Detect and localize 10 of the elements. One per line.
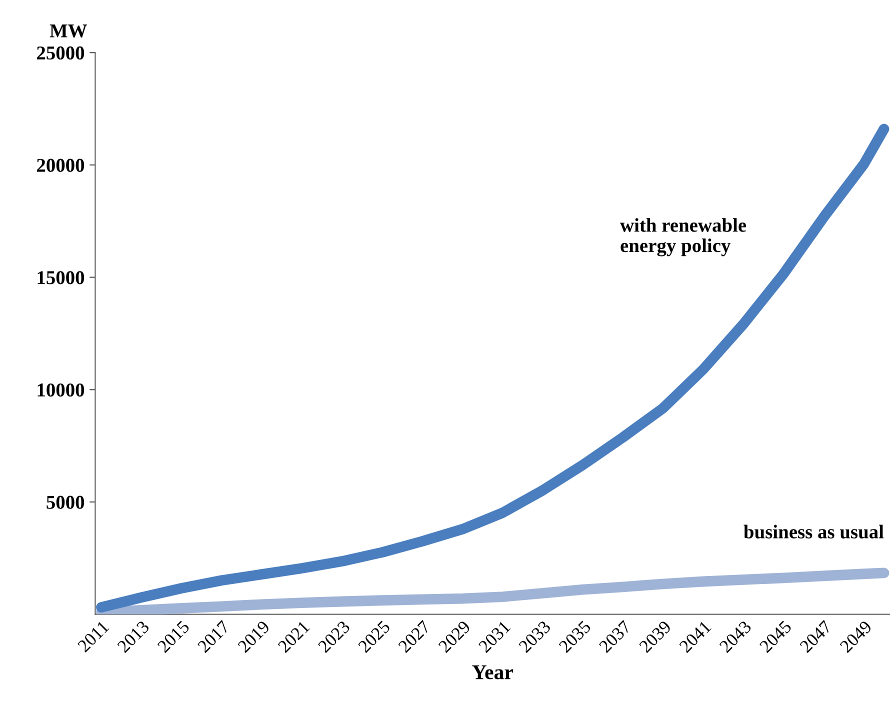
y-tick-label: 20000 [37, 158, 84, 172]
y-axis-title: MW [50, 24, 87, 38]
x-axis-title: Year [472, 665, 513, 680]
y-tick-label: 10000 [38, 383, 84, 397]
y-tick-label: 25000 [37, 46, 84, 60]
text: with renewable energy policy [620, 218, 746, 256]
y-tick-label: 15000 [38, 271, 84, 284]
x-tick-label: 2011 [77, 620, 110, 653]
series-label: business as usual [744, 524, 884, 539]
y-tick-label: 5000 [46, 496, 84, 509]
